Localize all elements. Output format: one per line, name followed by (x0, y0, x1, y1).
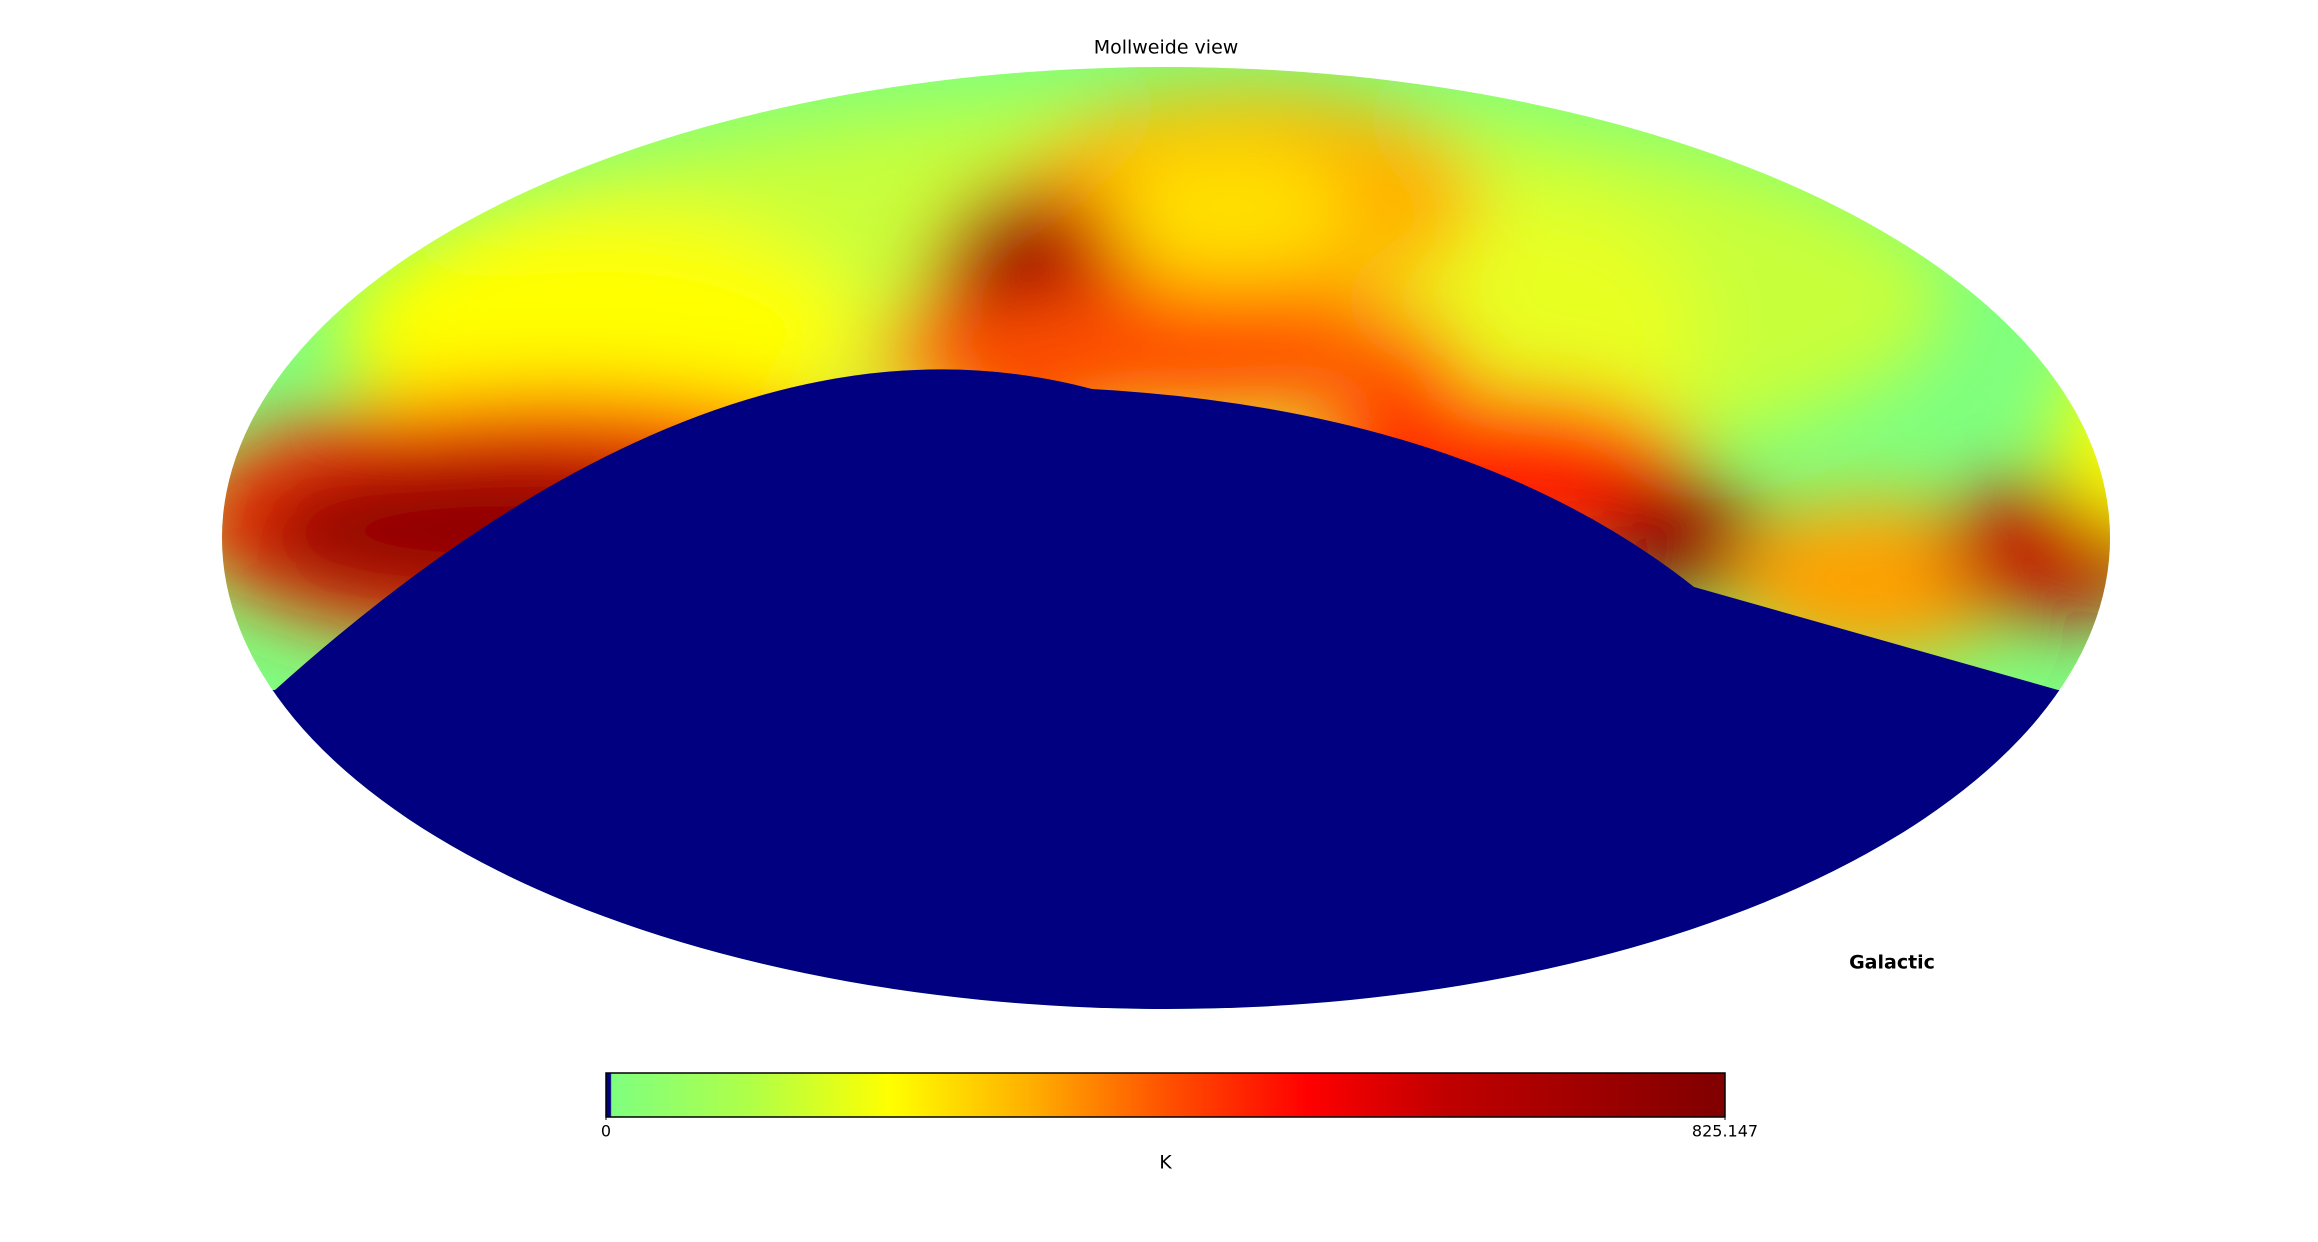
colorbar: 0 825.147 K (601, 1072, 1758, 1174)
colorbar-scale (605, 1072, 1726, 1118)
colorbar-label: K (1159, 1152, 1172, 1174)
sky-map (222, 67, 2110, 1009)
coord-label: Galactic (1849, 952, 1935, 974)
colorbar-tick-label: 0 (601, 1122, 611, 1141)
colorbar-tick-label: 825.147 (1692, 1122, 1758, 1141)
chart-title: Mollweide view (1094, 37, 1239, 59)
